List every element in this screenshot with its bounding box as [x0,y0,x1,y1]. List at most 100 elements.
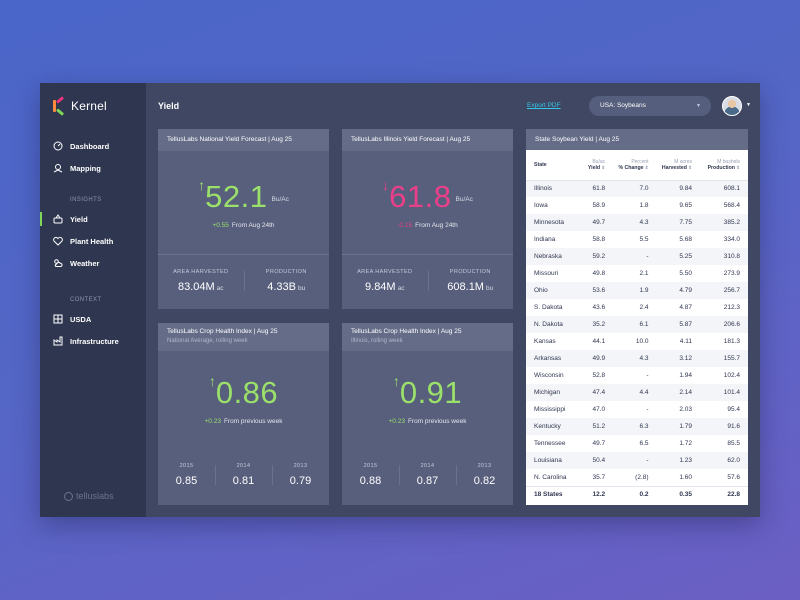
arrow-up-icon: ↑ [392,373,400,389]
value-cell: 181.3 [723,338,740,345]
avatar[interactable] [722,96,742,116]
table-row[interactable]: Nebraska 59.2-5.25 310.8 [526,248,748,265]
value-cell: 206.6 [693,316,748,333]
yield-stats: AREA HARVESTED 9.84M ac PRODUCTION 608.1M… [342,269,513,293]
table-row[interactable]: Arkansas 49.9 4.3 3.12 155.7 [526,350,748,367]
table-row[interactable]: Michigan 47.4 4.4 2.14 101.4 [526,384,748,401]
value-cell: 91.6 [693,418,748,435]
card-header: TellusLabs Crop Health Index | Aug 25 Il… [342,323,513,351]
value-cell: 52.8 [592,372,606,379]
value-cell: - [607,452,651,469]
section-label-context: CONTEXT [70,297,102,303]
value-cell: 35.2 [580,316,608,333]
value-cell: 4.11 [679,338,692,345]
value-cell: 5.5 [639,236,649,243]
sidebar-item-dashboard[interactable]: Dashboard [40,135,146,157]
factory-icon [52,335,64,347]
sidebar-item-label: Yield [70,214,88,224]
table-row[interactable]: Indiana 58.8 5.5 5.68 334.0 [526,231,748,248]
health-value: ↑0.91 [392,373,463,410]
value-cell: 59.2 [580,248,608,265]
state-cell: Tennessee [534,440,566,447]
value-cell: 95.4 [727,406,740,413]
export-pdf-link[interactable]: Export PDF [527,102,561,109]
card-title: TellusLabs Illinois Yield Forecast | Aug… [342,129,513,151]
value-cell: 10.0 [635,338,649,345]
table-row[interactable]: N. Dakota 35.2 6.1 5.87 206.6 [526,316,748,333]
column-header[interactable]: Percent% Change ⇕ [607,150,651,181]
state-cell: Indiana [534,236,556,243]
value-cell: 1.23 [650,452,694,469]
state-cell: Arkansas [526,350,581,367]
state-cell: Wisconsin [534,372,564,379]
health-history: 2015 0.85 2014 0.81 2013 0.79 [158,463,329,487]
table-row[interactable]: Louisiana 50.4-1.23 62.0 [526,452,748,469]
table-row[interactable]: Mississippi 47.0 - 2.03 95.4 [526,401,748,418]
value-cell: 1.8 [639,202,649,209]
value-cell: 35.7 [592,473,606,481]
table-row[interactable]: Illinois 61.8 7.0 9.84 608.1 [526,180,748,197]
value-cell: 49.8 [592,270,606,277]
value-cell: 53.6 [580,282,608,299]
value-cell: 1.9 [607,282,651,299]
value-cell: 2.1 [639,270,649,277]
sidebar: Kernel Dashboard Mapping INSIGHTS Yield [40,83,146,517]
table-row[interactable]: Kentucky 51.2 6.3 1.79 91.6 [526,418,748,435]
brand[interactable]: Kernel [40,83,146,129]
year-stat: 2015 0.85 [175,463,198,487]
value-cell: 2.4 [639,304,649,311]
table-row[interactable]: Minnesota 49.7 4.3 7.75 385.2 [526,214,748,231]
table-row[interactable]: Tennessee 49.7 6.5 1.72 85.5 [526,435,748,452]
area-harvested-stat: AREA HARVESTED 9.84M ac [357,269,413,293]
health-change: +0.23 From previous week [204,418,283,425]
value-cell: 4.3 [607,350,651,367]
card-subtitle: National Average, rolling week [167,338,248,344]
sidebar-item-usda[interactable]: USDA [40,308,146,330]
card-title: TellusLabs National Yield Forecast | Aug… [158,129,329,151]
sidebar-item-label: Infrastructure [70,336,119,346]
sidebar-item-infrastructure[interactable]: Infrastructure [40,330,146,352]
total-cell: 12.2 [580,485,608,503]
state-yield-table: State Bu/ac Yield ⇕ Percent% Change ⇕ M acre… [526,150,748,503]
map-pin-icon [52,162,64,174]
sidebar-item-label: USDA [70,314,92,324]
table-row[interactable]: N. Carolina 35.7 (2.8) 1.60 57.6 [526,469,748,486]
value-cell: 1.94 [679,372,692,379]
sidebar-item-weather[interactable]: Weather [40,252,146,274]
value-cell: 7.75 [650,214,694,231]
total-cell: 18 States [526,485,581,503]
crop-selector-value: USA: Soybeans [600,102,646,109]
table-row[interactable]: Kansas 44.1 10.0 4.11 181.3 [526,333,748,350]
table-row[interactable]: Iowa 58.9 1.8 9.65 568.4 [526,197,748,214]
value-cell: 102.4 [723,372,740,379]
section-label-insights: INSIGHTS [70,197,102,203]
value-cell: 1.72 [679,440,692,447]
crop-selector[interactable]: USA: Soybeans ▼ [589,96,711,116]
app-window: Kernel Dashboard Mapping INSIGHTS Yield [40,83,760,517]
page-title: Yield [158,101,180,111]
value-cell: 608.1 [693,180,748,197]
table-row[interactable]: Ohio 53.6 1.9 4.79 256.7 [526,282,748,299]
column-header[interactable]: M bushels Production ⇕ [693,150,748,181]
value-cell: 212.3 [723,304,740,311]
state-cell: Nebraska [526,248,581,265]
state-cell: Minnesota [526,214,581,231]
national-yield-card: TellusLabs National Yield Forecast | Aug… [158,129,329,309]
kernel-logo-icon [53,96,65,116]
sidebar-item-mapping[interactable]: Mapping [40,157,146,179]
column-header[interactable]: Bu/ac Yield ⇕ [580,150,608,181]
table-row[interactable]: S. Dakota 43.6 2.4 4.87 212.3 [526,299,748,316]
value-cell: 6.1 [607,316,651,333]
card-title: TellusLabs Crop Health Index | Aug 25 [351,328,462,335]
total-cell: 22.8 [693,485,748,503]
value-cell: 4.79 [650,282,694,299]
table-row[interactable]: Wisconsin 52.8 - 1.94 102.4 [526,367,748,384]
column-header[interactable]: M acres Harvested ⇕ [650,150,694,181]
sidebar-item-plant-health[interactable]: Plant Health [40,230,146,252]
table-row[interactable]: Missouri 49.8 2.1 5.50 273.9 [526,265,748,282]
sidebar-item-yield[interactable]: Yield [40,208,146,230]
illinois-health-card: TellusLabs Crop Health Index | Aug 25 Il… [342,323,513,505]
gauge-icon [52,140,64,152]
user-menu-chevron-icon[interactable]: ▼ [746,102,751,108]
value-cell: 49.9 [580,350,608,367]
